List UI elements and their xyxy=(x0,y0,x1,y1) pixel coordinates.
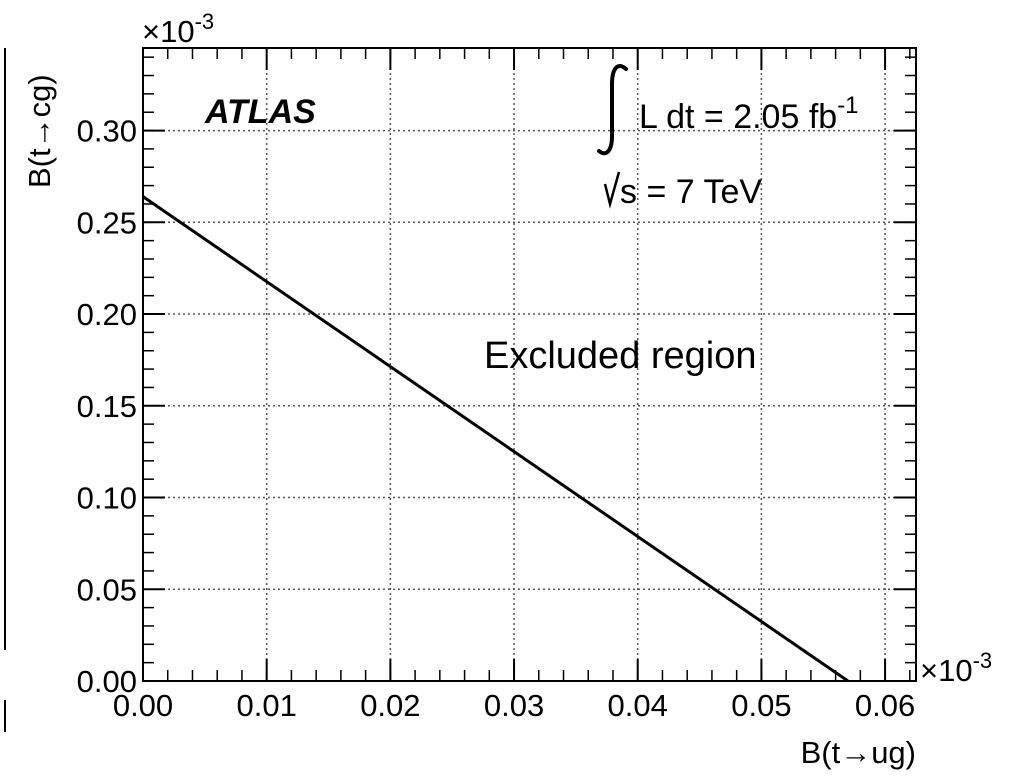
y-tick-label: 0.30 xyxy=(77,114,137,149)
luminosity-label: L dt = 2.05 fb-1 xyxy=(639,92,859,136)
y-axis-title: B(t→cg) xyxy=(22,74,57,188)
excluded-region-label: Excluded region xyxy=(484,335,757,377)
grid-lines xyxy=(143,48,916,681)
integral-sign xyxy=(597,64,628,156)
x-tick-label: 0.05 xyxy=(731,688,791,723)
y-tick-label: 0.25 xyxy=(77,205,137,240)
plot-frame xyxy=(142,47,917,682)
minor-ticks xyxy=(142,48,916,682)
x-tick-label: 0.03 xyxy=(484,688,544,723)
y-axis-multiplier: ×10-3 xyxy=(142,9,214,49)
x-tick-label: 0.04 xyxy=(608,688,668,723)
energy-label: s = 7 TeV xyxy=(620,173,762,211)
x-tick-label: 0.02 xyxy=(360,688,420,723)
tick-labels: 0.00 0.01 0.02 0.03 0.04 0.05 0.06 0.00 0.05 0.10… xyxy=(77,114,916,723)
x-tick-label: 0.06 xyxy=(855,688,915,723)
x-tick-label: 0.00 xyxy=(113,688,173,723)
y-tick-label: 0.10 xyxy=(77,481,137,516)
x-axis-title: B(t→ug) xyxy=(801,735,916,770)
series-layer xyxy=(142,195,849,683)
atlas-label: ATLAS xyxy=(204,93,316,131)
y-tick-label: 0.20 xyxy=(77,297,137,332)
y-tick-label: 0.05 xyxy=(77,572,137,607)
y-tick-label: 0.15 xyxy=(77,389,137,424)
x-tick-label: 0.01 xyxy=(237,688,297,723)
y-tick-label: 0.00 xyxy=(77,664,137,699)
x-axis-multiplier: ×10-3 xyxy=(920,648,992,688)
sqrt-sign xyxy=(603,171,621,209)
exclusion-limit-line xyxy=(142,195,849,683)
